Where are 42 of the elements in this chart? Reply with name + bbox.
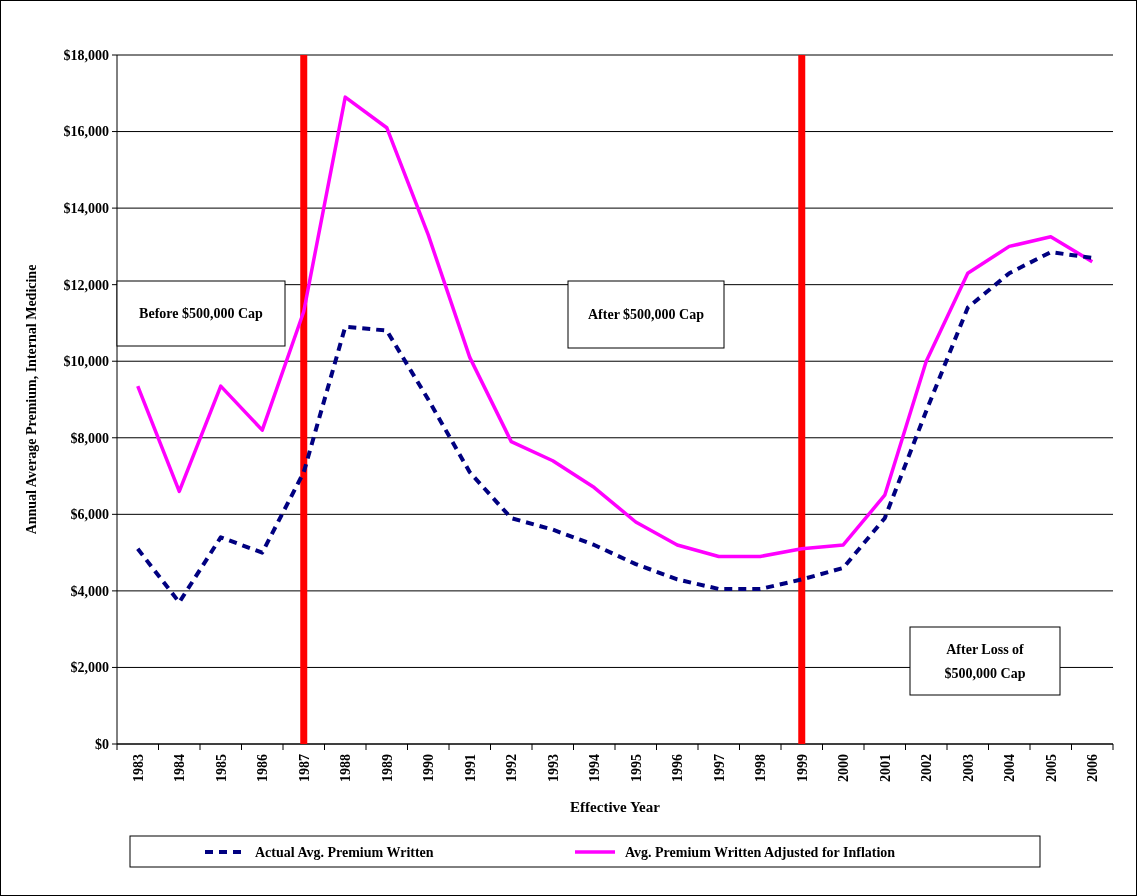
y-tick-label: $16,000	[63, 124, 109, 140]
x-tick-label: 1983	[130, 754, 146, 782]
x-tick-label: 1989	[379, 754, 395, 782]
y-tick-label: $14,000	[63, 201, 109, 217]
x-tick-label: 2003	[960, 754, 976, 782]
legend-label: Actual Avg. Premium Written	[255, 844, 434, 860]
x-tick-label: 1987	[296, 754, 312, 782]
y-tick-label: $8,000	[70, 430, 109, 446]
x-tick-label: 1998	[753, 754, 769, 782]
y-tick-label: $0	[95, 736, 109, 752]
x-tick-label: 2000	[836, 754, 852, 782]
x-tick-label: 1994	[587, 754, 603, 782]
x-tick-label: 1997	[711, 754, 727, 782]
x-tick-label: 1996	[670, 754, 686, 782]
annotation: Before $500,000 Cap	[139, 306, 264, 322]
x-tick-label: 2004	[1002, 754, 1018, 782]
y-tick-label: $6,000	[70, 507, 109, 523]
y-tick-label: $12,000	[63, 277, 109, 293]
y-axis-title: Annual Average Premium, Internal Medicine	[24, 264, 39, 535]
y-tick-label: $18,000	[63, 47, 109, 63]
x-tick-label: 1988	[338, 754, 354, 782]
legend-label: Avg. Premium Written Adjusted for Inflation	[625, 844, 896, 860]
x-tick-label: 1995	[628, 754, 644, 782]
x-axis-title: Effective Year	[570, 799, 661, 815]
x-tick-label: 1992	[504, 754, 520, 782]
x-tick-label: 1986	[255, 754, 271, 782]
x-tick-label: 1990	[421, 754, 437, 782]
y-tick-label: $4,000	[70, 583, 109, 599]
annotation: After $500,000 Cap	[587, 307, 705, 323]
x-tick-label: 1993	[545, 754, 561, 782]
y-tick-label: $10,000	[63, 354, 109, 370]
x-tick-label: 2001	[877, 754, 893, 782]
x-tick-label: 1984	[172, 754, 188, 782]
x-tick-label: 2005	[1043, 754, 1059, 782]
y-tick-label: $2,000	[70, 660, 109, 676]
line-series	[136, 95, 1094, 559]
x-tick-label: 1999	[794, 754, 810, 782]
x-tick-label: 1985	[213, 754, 229, 782]
annotation: After Loss of $500,000 Cap	[944, 641, 1026, 681]
x-tick-label: 2002	[919, 754, 935, 782]
x-tick-label: 1991	[462, 754, 478, 782]
x-tick-label: 2006	[1085, 754, 1101, 782]
